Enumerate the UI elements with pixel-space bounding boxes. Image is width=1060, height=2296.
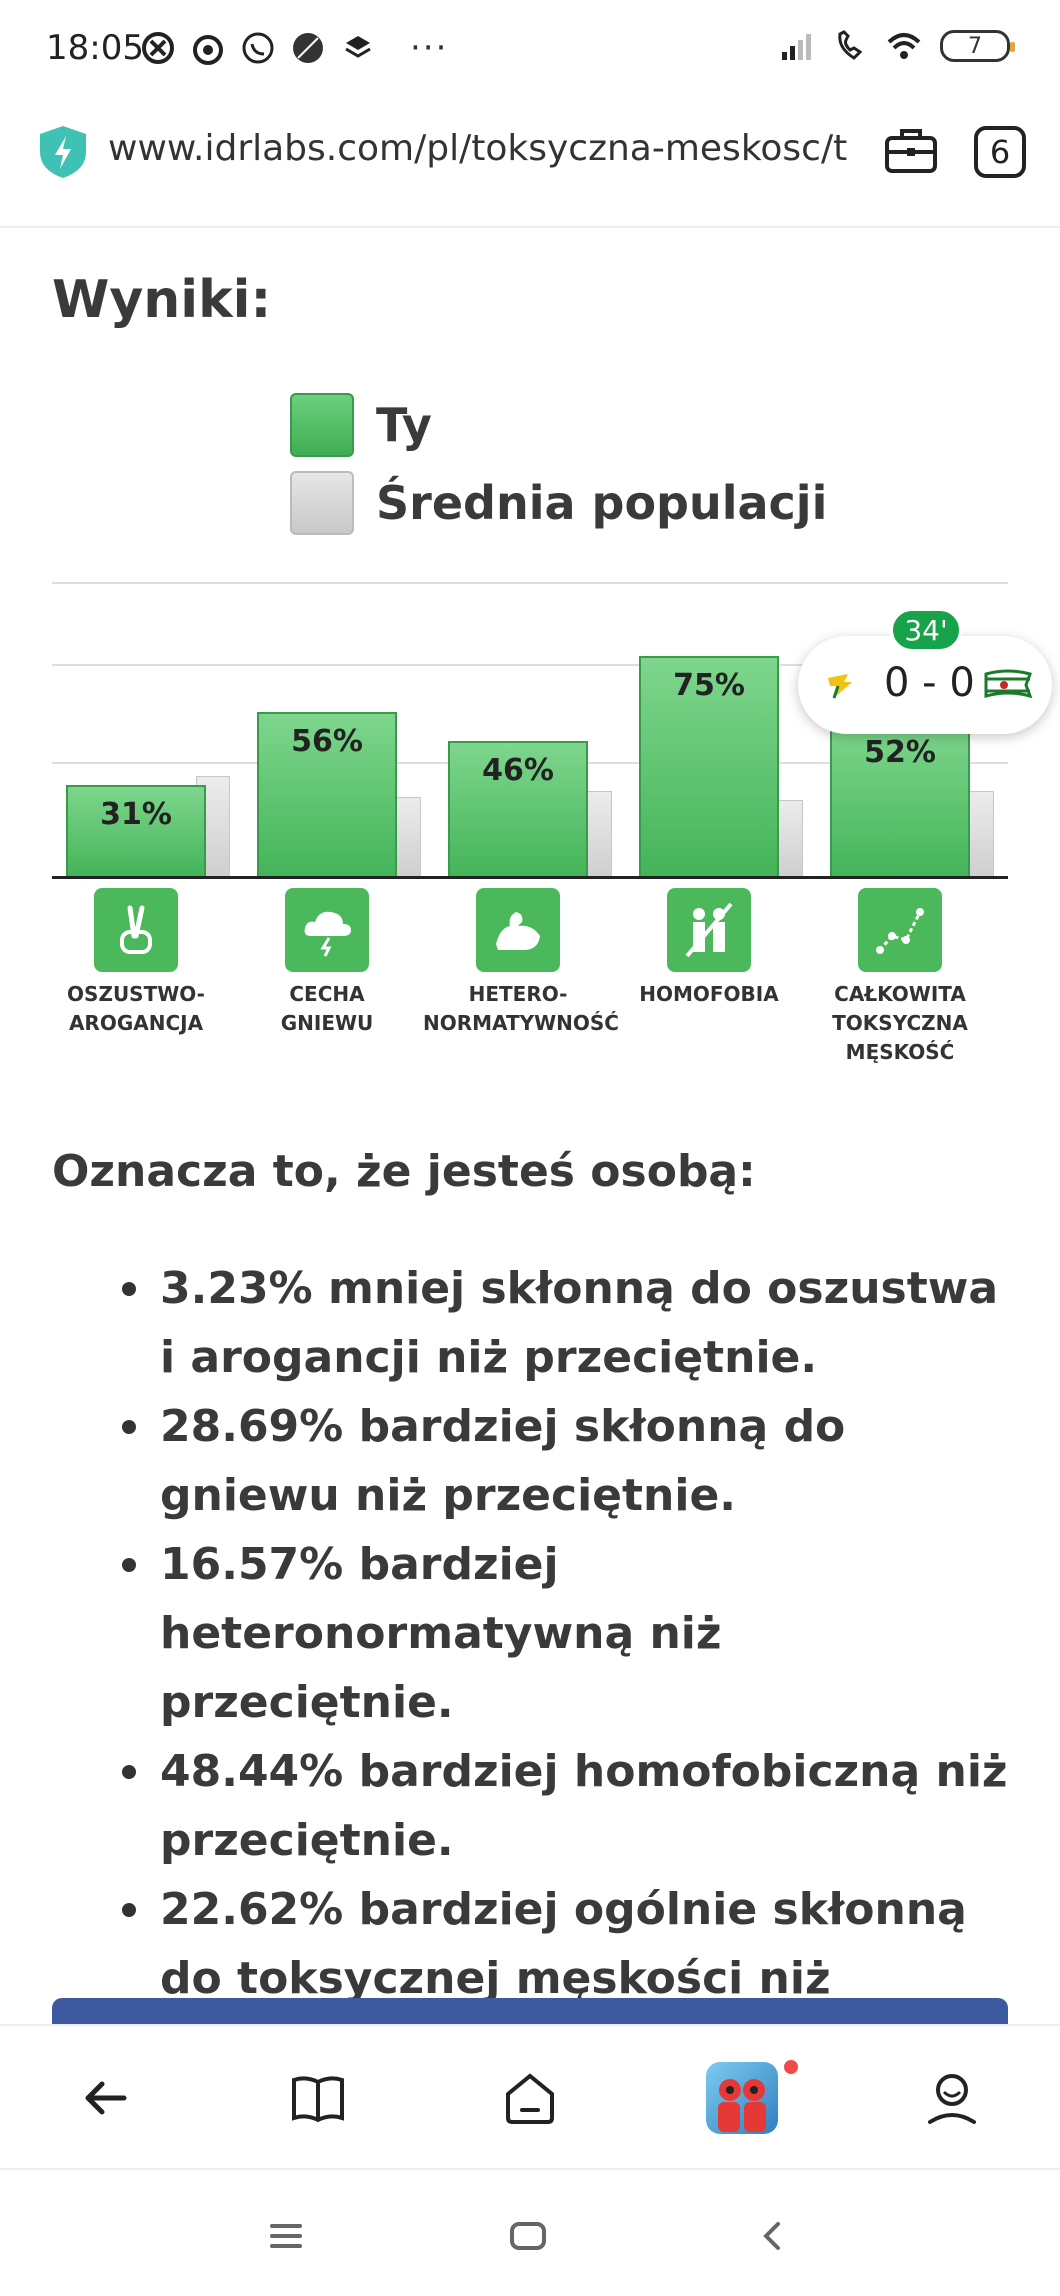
notification-icons: ··· [140, 30, 448, 66]
whatsapp-icon [242, 32, 274, 64]
ball-icon [293, 33, 323, 63]
layers-icon [345, 36, 371, 58]
list-item: 3.23% mniej skłonną do oszustwa i arogan… [118, 1254, 1018, 1392]
team-flag-icon [984, 669, 1033, 699]
meaning-list: 3.23% mniej skłonną do oszustwa i arogan… [118, 1254, 1018, 2082]
category-item: HOMOFOBIA [614, 888, 804, 1009]
legend-swatch-you [290, 393, 354, 457]
category-label: OSZUSTWO- AROGANCJA [67, 982, 205, 1035]
battery-icon: 7 [940, 30, 1015, 62]
bar-you [66, 785, 206, 876]
system-navigation-bar [0, 2172, 1060, 2296]
bar-value-label: 46% [482, 753, 554, 789]
legend-label-you: Ty [376, 398, 432, 452]
crossed-fingers-icon [94, 888, 178, 972]
home-icon[interactable] [500, 2068, 560, 2128]
signal-icon [782, 34, 811, 60]
back-arrow-icon[interactable] [76, 2068, 136, 2128]
bar-value-label: 75% [673, 668, 745, 703]
team-crest-icon [828, 674, 852, 699]
battery-level: 7 [968, 33, 982, 59]
bar-you [448, 741, 588, 876]
legend-item-average: Średnia populacji [290, 464, 827, 542]
category-label: HOMOFOBIA [639, 982, 779, 1006]
gridline [52, 582, 1008, 584]
missed-call-icon [142, 32, 174, 64]
bar-you [257, 711, 397, 876]
game-app-icon[interactable] [706, 2062, 778, 2134]
results-heading: Wyniki: [52, 270, 272, 330]
couple-icon [667, 888, 751, 972]
category-item: CECHA GNIEWU [232, 888, 422, 1038]
radar-icon [193, 35, 223, 65]
bar-value-label: 52% [864, 735, 936, 771]
notification-dot [784, 2060, 798, 2074]
legend-swatch-average [290, 471, 354, 535]
book-icon[interactable] [288, 2068, 348, 2128]
wifi-icon [887, 33, 921, 59]
list-item: 48.44% bardziej homofobiczną niż przecię… [118, 1737, 1018, 1875]
legend-label-average: Średnia populacji [376, 476, 828, 530]
category-item: OSZUSTWO- AROGANCJA [41, 888, 231, 1038]
wifi-call-icon [838, 30, 863, 60]
legend-item-you: Ty [290, 386, 827, 464]
browser-bottom-nav [0, 2024, 1060, 2170]
back-chevron-icon[interactable] [752, 2216, 792, 2256]
home-square-icon[interactable] [508, 2216, 548, 2256]
bar-value-label: 31% [100, 797, 172, 833]
results-bar-chart: 31% 56% 46% 75% 52% [52, 580, 1008, 880]
status-bar: 18:05 ··· 7 [0, 0, 1060, 96]
chart-line-icon [858, 888, 942, 972]
bar-value-label: 56% [291, 723, 363, 759]
gridline [52, 664, 1008, 666]
category-item: HETERO- NORMATYWNOŚĆ [423, 888, 619, 1038]
menu-icon[interactable] [266, 2216, 306, 2256]
system-icons: 7 [778, 28, 1015, 64]
list-item: 16.57% bardziej heteronormatywną niż prz… [118, 1530, 1018, 1737]
chart-legend: Ty Średnia populacji [290, 386, 827, 542]
live-score-popup[interactable]: 0 - 0 [798, 636, 1052, 734]
x-axis [52, 876, 1008, 879]
bar-you [639, 656, 779, 876]
status-time: 18:05 [46, 28, 144, 68]
address-bar: www.idrlabs.com/pl/toksyczna-meskosc/tes… [0, 96, 1060, 228]
tabs-count-button[interactable]: 6 [974, 126, 1026, 178]
security-shield-icon[interactable] [38, 124, 88, 180]
toolbox-icon[interactable] [884, 126, 938, 174]
category-item: CAŁKOWITA TOKSYCZNA MĘSKOŚĆ [805, 888, 995, 1067]
more-notifications-icon: ··· [410, 28, 449, 68]
category-label: HETERO- NORMATYWNOŚĆ [423, 982, 619, 1035]
match-minute-badge: 34' [890, 608, 962, 652]
score-text: 0 - 0 [884, 660, 975, 706]
list-item: 28.69% bardziej skłonną do gniewu niż pr… [118, 1392, 1018, 1530]
profile-icon[interactable] [922, 2068, 982, 2128]
url-input[interactable]: www.idrlabs.com/pl/toksyczna-meskosc/tes [108, 128, 848, 169]
category-label: CECHA GNIEWU [280, 982, 374, 1035]
meaning-heading: Oznacza to, że jesteś osobą: [52, 1146, 756, 1197]
tabs-count: 6 [989, 133, 1011, 171]
flexed-arm-icon [476, 888, 560, 972]
storm-cloud-icon [285, 888, 369, 972]
category-label: CAŁKOWITA TOKSYCZNA MĘSKOŚĆ [832, 982, 968, 1064]
